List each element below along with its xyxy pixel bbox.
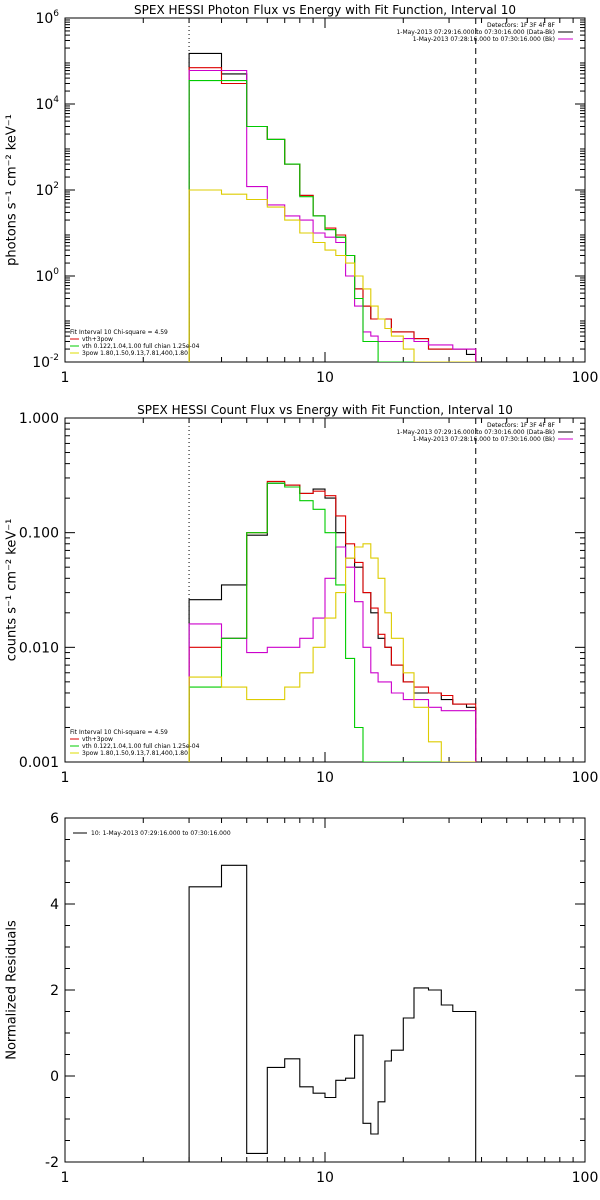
x-tick-label: 1 [61,770,70,786]
series-line-1 [188,864,477,1162]
x-tick-label: 100 [572,370,599,386]
plot-frame [64,17,586,363]
y-tick-label: 1.000 [19,411,59,427]
legend-entry: 1-May-2013 07:29:16.000 to 07:30:16.000 … [396,429,555,436]
legend-entry: 3pow 1.80,1.50,9.13,7.81,400,1.80 [82,750,188,757]
y-axis-label: counts s⁻¹ cm⁻² keV⁻¹ [5,519,20,662]
legend-entry: vth+3pow [82,336,113,343]
series-line-5 [188,543,476,762]
chart-title: SPEX HESSI Photon Flux vs Energy with Fi… [134,3,516,17]
y-tick-label: 102 [35,181,59,199]
legend-entry: 1-May-2013 07:28:16.000 to 07:30:16.000 … [413,436,555,443]
y-tick-label: -2 [45,1155,59,1171]
legend-entry: Detectors: 1F 3F 4F 8F [487,422,556,429]
x-tick-label: 10 [316,370,334,386]
panel-1: SPEX HESSI Photon Flux vs Energy with Fi… [5,3,599,386]
legend-entry: Fit Interval 10 Chi-square = 4.59 [70,329,168,336]
y-tick-label: 4 [50,897,59,913]
series-line-1 [188,482,477,762]
legend-entry: 1-May-2013 07:29:16.000 to 07:30:16.000 … [396,29,555,36]
x-tick-label: 1 [61,370,70,386]
plot-frame [64,817,586,1163]
y-tick-label: 0.010 [19,640,59,656]
y-tick-label: 2 [50,983,59,999]
series-line-5 [188,189,476,362]
panel-2: SPEX HESSI Count Flux vs Energy with Fit… [5,403,599,786]
y-tick-exponent: -2 [50,353,59,363]
legend-entry: Fit Interval 10 Chi-square = 4.59 [70,729,168,736]
series-line-3 [188,546,477,762]
legend-entry: vth+3pow [82,736,113,743]
legend-entry: 1-May-2013 07:28:16.000 to 07:30:16.000 … [413,36,555,43]
series-line-4 [188,80,476,362]
y-tick-label: 0.100 [19,526,59,542]
y-axis-label: Normalized Residuals [5,920,20,1060]
legend-entry: 3pow 1.80,1.50,9.13,7.81,400,1.80 [82,350,188,357]
panel-3: Normalized Residuals 1 10 100 -2 0 2 4 6 10: 1-Ma… [5,811,599,1186]
x-tick-label: 1 [61,1170,70,1186]
y-tick-exponent: 2 [53,181,59,191]
y-tick-exponent: 6 [53,9,59,19]
y-tick-label: 0.001 [19,755,59,771]
series-line-1 [188,52,477,362]
legend-entry: vth 0.122,1.04,1.00 full chian 1.25e-04 [82,743,200,750]
chart-title: SPEX HESSI Count Flux vs Energy with Fit… [137,403,513,417]
y-tick-label: 106 [35,9,59,27]
y-tick-exponent: 4 [53,95,59,105]
y-tick-label: 104 [35,95,59,113]
x-tick-label: 100 [572,770,599,786]
x-tick-label: 10 [316,1170,334,1186]
y-tick-label: 0 [50,1069,59,1085]
series-line-2 [188,67,477,362]
y-tick-label: 6 [50,811,59,827]
series-line-3 [188,69,477,362]
y-tick-label: 10-2 [32,353,59,371]
x-tick-label: 100 [572,1170,599,1186]
y-tick-label: 100 [35,267,59,285]
legend-entry: Detectors: 1F 3F 4F 8F [487,22,556,29]
legend-entry: vth 0.122,1.04,1.00 full chian 1.25e-04 [82,343,200,350]
y-tick-exponent: 0 [53,267,59,277]
series-line-4 [188,482,476,762]
y-axis-label: photons s⁻¹ cm⁻² keV⁻¹ [5,114,20,266]
legend-entry: 10: 1-May-2013 07:29:16.000 to 07:30:16.… [91,830,231,837]
series-line-2 [188,480,477,762]
x-tick-label: 10 [316,770,334,786]
